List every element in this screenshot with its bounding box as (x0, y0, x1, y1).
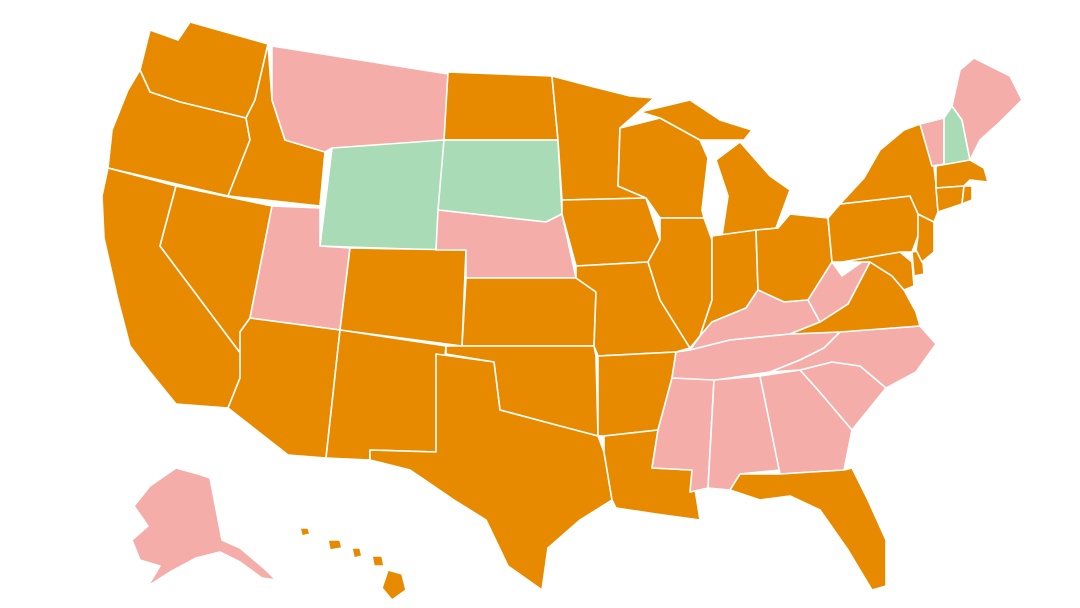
state-north-carolina[interactable] (769, 325, 937, 389)
state-kansas[interactable] (461, 277, 597, 347)
state-wyoming[interactable] (319, 139, 445, 251)
state-new-mexico[interactable] (325, 329, 447, 461)
state-south-dakota[interactable] (437, 139, 563, 223)
state-maryland[interactable] (841, 251, 915, 291)
state-maine[interactable] (951, 57, 1023, 161)
state-alaska[interactable] (131, 467, 277, 587)
state-texas[interactable] (369, 353, 613, 591)
state-florida[interactable] (729, 467, 887, 591)
state-colorado[interactable] (339, 247, 467, 347)
state-rhode-island[interactable] (961, 185, 973, 205)
state-pennsylvania[interactable] (827, 195, 921, 263)
state-north-dakota[interactable] (443, 71, 559, 141)
state-hawaii[interactable] (299, 527, 407, 601)
state-new-york[interactable] (839, 123, 939, 223)
state-iowa[interactable] (561, 197, 661, 267)
state-michigan[interactable] (639, 99, 791, 237)
